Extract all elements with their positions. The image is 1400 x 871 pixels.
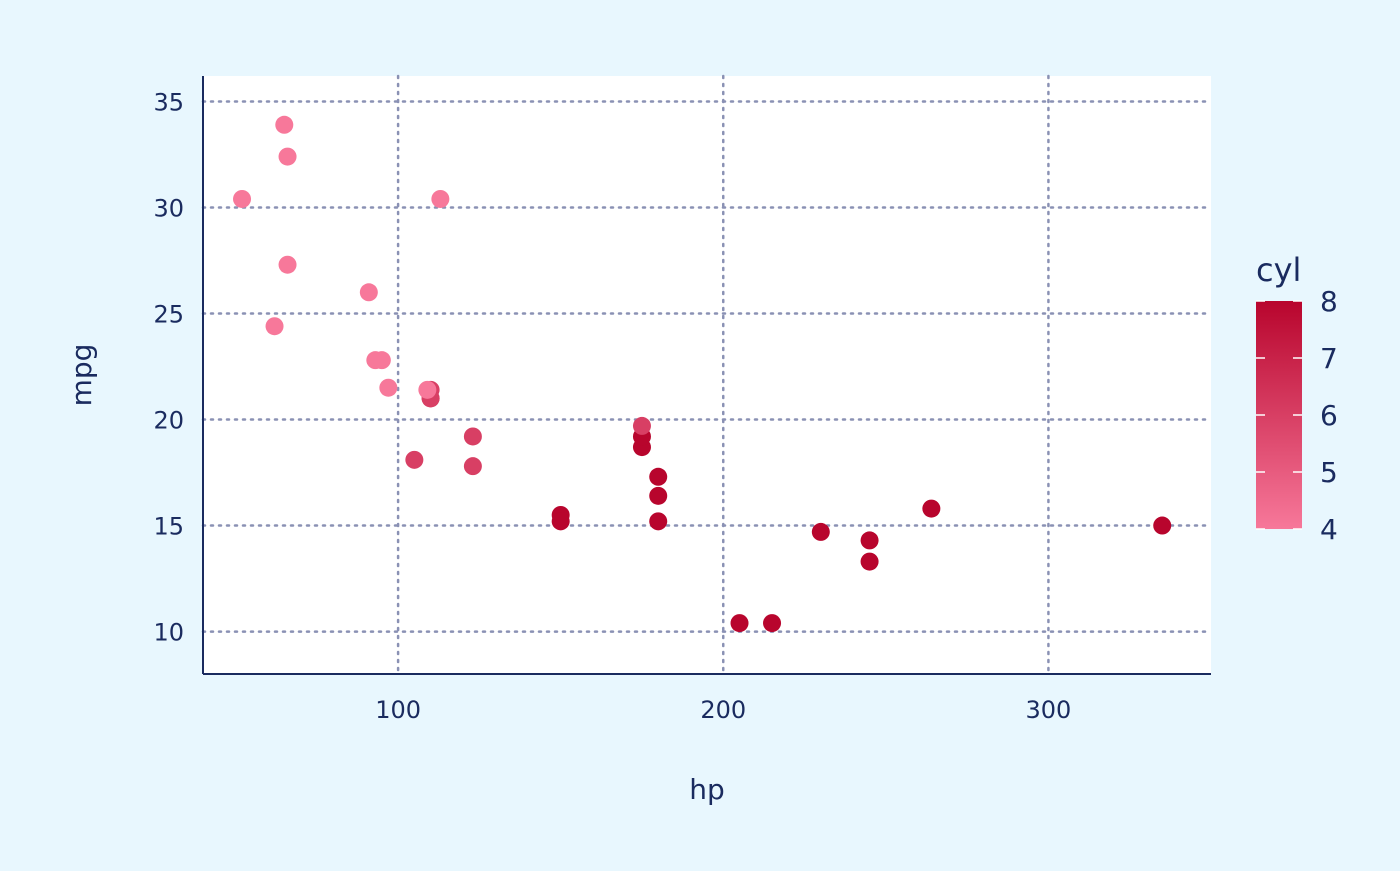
- plot-panel: [203, 76, 1211, 674]
- y-tick-label: 20: [153, 407, 184, 435]
- y-tick-label: 15: [153, 513, 184, 541]
- color-legend: cyl 4 5 6 7 8: [1256, 251, 1338, 546]
- data-point: [730, 614, 749, 633]
- data-point: [418, 380, 437, 399]
- data-point: [763, 614, 782, 633]
- y-tick-label: 30: [153, 194, 184, 222]
- gridlines: [201, 74, 1213, 676]
- data-point: [922, 499, 941, 518]
- legend-title: cyl: [1256, 251, 1301, 289]
- data-point: [1153, 516, 1172, 535]
- y-tick-label: 10: [153, 619, 184, 647]
- data-point: [551, 512, 570, 531]
- legend-label: 5: [1320, 456, 1338, 489]
- x-axis-title: hp: [689, 773, 725, 806]
- data-point: [275, 115, 294, 134]
- data-point: [278, 255, 297, 274]
- legend-label: 7: [1320, 342, 1338, 375]
- data-point: [860, 531, 879, 550]
- data-points: [233, 115, 1172, 633]
- x-tick-label: 300: [1026, 696, 1072, 724]
- data-point: [278, 147, 297, 166]
- x-tick-label: 100: [375, 696, 421, 724]
- data-point: [379, 378, 398, 397]
- tick-labels: 100 200 300 10 15 20 25 30 35: [153, 88, 1071, 724]
- data-point: [405, 450, 424, 469]
- data-point: [811, 522, 830, 541]
- legend-label: 6: [1320, 399, 1338, 432]
- y-tick-label: 35: [153, 88, 184, 116]
- data-point: [649, 467, 668, 486]
- axes: [202, 76, 1211, 675]
- y-tick-label: 25: [153, 301, 184, 329]
- data-point: [265, 317, 284, 336]
- data-point: [359, 283, 378, 302]
- y-axis-title: mpg: [65, 344, 98, 407]
- data-point: [860, 552, 879, 571]
- data-point: [649, 486, 668, 505]
- data-point: [431, 189, 450, 208]
- data-point: [463, 457, 482, 476]
- data-point: [372, 351, 391, 370]
- data-point: [632, 416, 651, 435]
- data-point: [233, 189, 252, 208]
- data-point: [463, 427, 482, 446]
- legend-label: 8: [1320, 285, 1338, 318]
- data-point: [649, 512, 668, 531]
- x-tick-label: 200: [700, 696, 746, 724]
- legend-label: 4: [1320, 513, 1338, 546]
